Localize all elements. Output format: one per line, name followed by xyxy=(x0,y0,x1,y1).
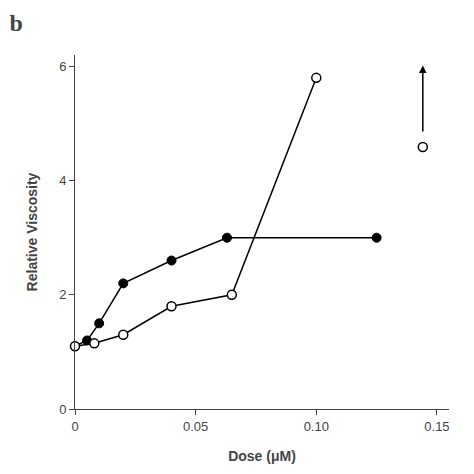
svg-text:0.15: 0.15 xyxy=(424,419,449,434)
svg-text:0: 0 xyxy=(59,402,66,417)
svg-text:6: 6 xyxy=(59,59,66,74)
svg-text:b: b xyxy=(9,10,22,36)
svg-text:0.05: 0.05 xyxy=(183,419,208,434)
svg-text:2: 2 xyxy=(59,287,66,302)
svg-text:4: 4 xyxy=(59,173,66,188)
svg-text:Relative Viscosity: Relative Viscosity xyxy=(24,172,40,291)
svg-text:Dose (μM): Dose (μM) xyxy=(228,448,296,464)
svg-text:0.10: 0.10 xyxy=(304,419,329,434)
svg-text:0: 0 xyxy=(71,419,78,434)
